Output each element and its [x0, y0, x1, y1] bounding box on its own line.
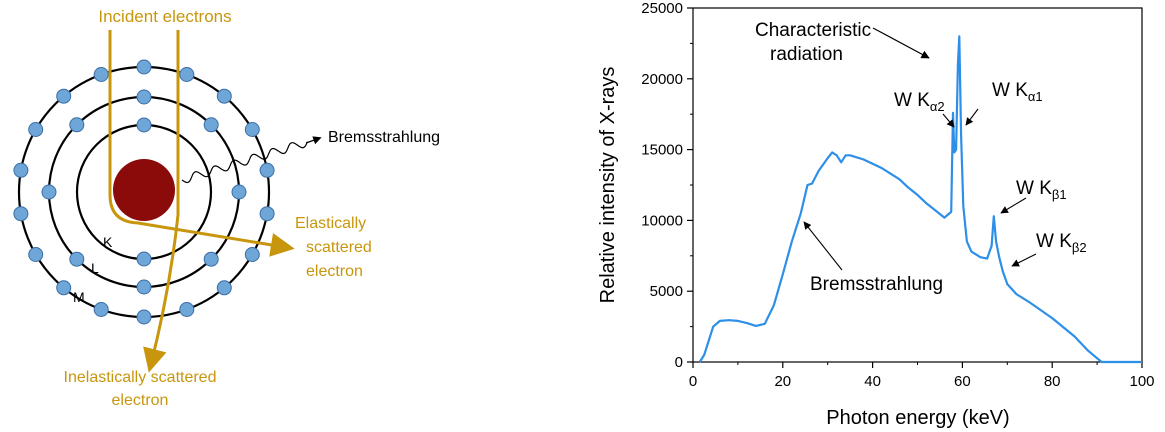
bremsstrahlung-wave [181, 141, 308, 184]
electron-m-15 [28, 122, 44, 137]
w-kb1-prefix: W K [1016, 178, 1052, 199]
bremsstrahlung-arrow [305, 136, 322, 145]
spectrum-line [698, 35, 1142, 364]
w-ka2-prefix: W K [894, 90, 930, 111]
elastic-label-line3: electron [306, 263, 363, 280]
y-tick-label-5: 25000 [641, 0, 683, 17]
incident-electrons-label: Incident electrons [98, 7, 231, 26]
incident-electron-path-inelastic [143, 30, 180, 373]
shell-m-label: M [73, 289, 85, 305]
shell-k-label: K [103, 234, 113, 250]
y-axis-label: Relative intensity of X-rays [597, 67, 619, 304]
electron-m-17 [93, 67, 109, 82]
elastic-label-line2: scattered [306, 239, 372, 256]
electron-l-6 [41, 184, 57, 200]
electron-l-2 [231, 184, 247, 200]
w-kb1-label: W Kβ1 [1016, 178, 1067, 202]
electron-m-12 [28, 247, 44, 262]
electron-m-1 [179, 67, 195, 82]
x-tick-label-0: 0 [689, 373, 697, 390]
electron-m-4 [259, 162, 275, 178]
electron-m-10 [93, 302, 109, 317]
w-kb1-arrow [1000, 197, 1027, 214]
w-kb2-sub: β2 [1072, 240, 1087, 255]
xray-spectrum-chart: 0 20 40 60 80 100 0 5000 10000 15000 20000 25000 P… [597, 0, 1155, 429]
y-tick-label-1: 5000 [650, 283, 683, 300]
electron-m-6 [244, 247, 260, 262]
characteristic-radiation-label-line2: radiation [770, 44, 843, 65]
w-kb1-sub: β1 [1052, 187, 1067, 202]
electron-m-0 [136, 59, 152, 75]
electron-l-3 [203, 251, 219, 267]
electron-m-9 [136, 309, 152, 325]
electron-l-5 [69, 251, 85, 267]
x-tick-label-5: 100 [1129, 373, 1154, 390]
w-ka2-arrow [942, 113, 955, 128]
electron-l-0 [136, 89, 152, 105]
w-ka2-sub: α2 [930, 99, 945, 114]
x-tick-label-2: 40 [864, 373, 881, 390]
electron-l-4 [136, 279, 152, 295]
characteristic-radiation-label-line1: Characteristic [755, 20, 871, 41]
y-axis-ticks: 0 5000 10000 15000 20000 25000 [641, 0, 693, 371]
incident-electron-path-elastic [108, 30, 295, 257]
w-kb2-label: W Kβ2 [1036, 231, 1087, 255]
y-tick-label-4: 20000 [641, 71, 683, 88]
characteristic-arrow [872, 27, 930, 59]
w-kb2-arrow [1011, 253, 1037, 267]
electrons-group [13, 59, 275, 325]
atom-diagram: Incident electrons Bremsstrahlung Elasti… [13, 7, 440, 409]
bremsstrahlung-chart-arrow [803, 221, 843, 271]
y-tick-label-0: 0 [675, 354, 683, 371]
x-tick-label-3: 60 [954, 373, 971, 390]
electron-l-7 [69, 117, 85, 133]
bremsstrahlung-label: Bremsstrahlung [328, 129, 440, 146]
w-ka1-arrow [965, 108, 979, 126]
electron-m-14 [13, 162, 29, 178]
electron-m-2 [216, 88, 232, 104]
electron-m-8 [179, 302, 195, 317]
y-tick-label-2: 10000 [641, 212, 683, 229]
x-tick-label-1: 20 [774, 373, 791, 390]
electron-l-1 [203, 117, 219, 133]
electron-m-13 [13, 206, 29, 222]
w-ka2-label: W Kα2 [894, 90, 945, 114]
shell-l-label: L [91, 260, 99, 276]
x-axis-label: Photon energy (keV) [826, 407, 1009, 429]
elastic-label-line1: Elastically [295, 215, 366, 232]
electron-m-16 [56, 88, 72, 104]
x-tick-label-4: 80 [1044, 373, 1061, 390]
nucleus [113, 159, 175, 221]
w-ka1-prefix: W K [992, 80, 1028, 101]
w-kb2-prefix: W K [1036, 231, 1072, 252]
w-ka1-label: W Kα1 [992, 80, 1043, 104]
electron-m-11 [56, 280, 72, 296]
w-ka1-sub: α1 [1028, 89, 1043, 104]
y-tick-label-3: 15000 [641, 142, 683, 159]
electron-k-0 [136, 117, 152, 133]
inelastic-label-line2: electron [112, 392, 169, 409]
inelastic-label-line1: Inelastically scattered [64, 369, 217, 386]
bremsstrahlung-chart-label: Bremsstrahlung [810, 274, 943, 295]
electron-m-7 [216, 280, 232, 296]
electron-m-5 [259, 206, 275, 222]
electron-m-3 [244, 122, 260, 137]
plot-frame [692, 7, 1143, 363]
x-axis-ticks: 0 20 40 60 80 100 [689, 362, 1155, 390]
electron-k-1 [136, 251, 152, 267]
